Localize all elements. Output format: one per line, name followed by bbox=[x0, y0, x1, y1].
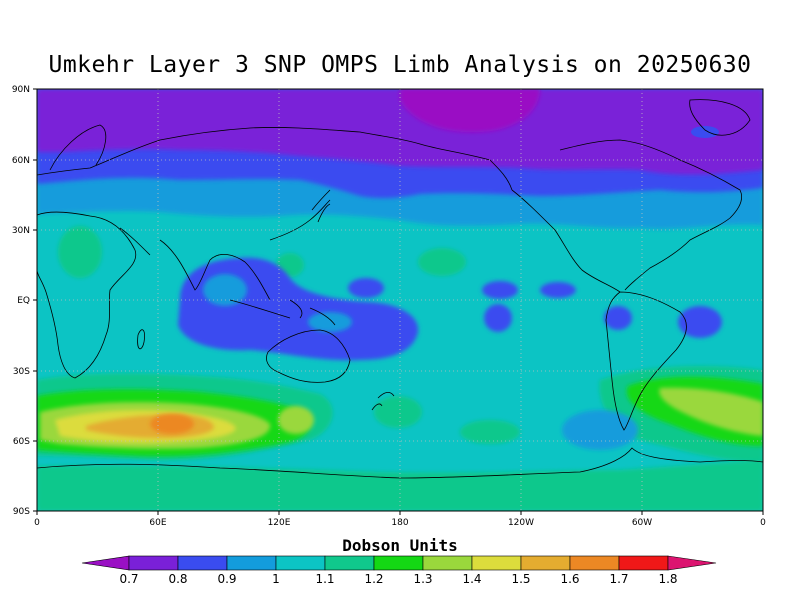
contour-tropical-0.9-atlantic bbox=[678, 306, 722, 338]
lat-label: 30S bbox=[13, 367, 30, 377]
coastlines bbox=[37, 99, 763, 479]
colorbar-swatch bbox=[324, 555, 375, 571]
lat-label: 30N bbox=[12, 226, 30, 236]
colorbar-tick-label: 1.7 bbox=[609, 572, 629, 586]
contour-arctic-low bbox=[400, 89, 540, 133]
graticule bbox=[37, 89, 763, 511]
colorbar-tick-label: 0.8 bbox=[168, 572, 188, 586]
contour-southern-1.6 bbox=[150, 414, 194, 434]
colorbar-tick-label: 1 bbox=[272, 572, 280, 586]
colorbar-arrow-high bbox=[667, 555, 717, 571]
colorbar-tick-label: 1.1 bbox=[315, 572, 335, 586]
lon-label: 60E bbox=[149, 518, 166, 528]
lon-label: 60W bbox=[632, 518, 652, 528]
colorbar-arrow-low bbox=[81, 555, 130, 571]
lat-label: 60N bbox=[12, 156, 30, 166]
contour-southern-1.1-pac bbox=[460, 420, 520, 444]
longitude-labels: 0 60E 120E 180 120W 60W 0 bbox=[34, 518, 766, 528]
contour-tropical-1.1-africa bbox=[58, 226, 102, 278]
colorbar-swatch bbox=[422, 555, 473, 571]
colorbar-swatch bbox=[520, 555, 571, 571]
colorbar-tick-label: 1.5 bbox=[511, 572, 531, 586]
colorbar-tick-label: 1.4 bbox=[462, 572, 482, 586]
contour-tropical-0.9-pacific3 bbox=[540, 282, 576, 298]
lon-label: 0 bbox=[760, 518, 766, 528]
colorbar-swatch bbox=[373, 555, 424, 571]
colorbar-swatch bbox=[177, 555, 228, 571]
colorbar-swatch bbox=[618, 555, 669, 571]
colorbar-tick-label: 1.8 bbox=[658, 572, 678, 586]
colorbar-swatch bbox=[128, 555, 179, 571]
lat-label: 60S bbox=[13, 437, 30, 447]
colorbar-tick-label: 0.9 bbox=[217, 572, 237, 586]
lat-label: 90S bbox=[13, 507, 30, 517]
contour-southern-1.3-b bbox=[278, 406, 314, 434]
colorbar-tick-label: 0.7 bbox=[119, 572, 139, 586]
contour-tropical-0.9-pacific1 bbox=[348, 278, 384, 298]
colorbar-swatch bbox=[471, 555, 522, 571]
colorbar-title: Dobson Units bbox=[342, 536, 458, 555]
contour-southern-1.0-pac bbox=[562, 410, 638, 450]
map-title: Umkehr Layer 3 SNP OMPS Limb Analysis on… bbox=[48, 52, 752, 78]
colorbar-swatch bbox=[226, 555, 277, 571]
lat-label: EQ bbox=[17, 296, 30, 306]
colorbar-swatch bbox=[275, 555, 326, 571]
contour-tropical-0.9-america bbox=[604, 306, 632, 330]
contour-southern-1.1-nz bbox=[374, 396, 422, 428]
tick-marks bbox=[33, 88, 764, 515]
lon-label: 120E bbox=[268, 518, 291, 528]
contour-tropical-0.9-pacific4 bbox=[484, 304, 512, 332]
contour-patch bbox=[691, 126, 719, 138]
colorbar-tick-label: 1.6 bbox=[560, 572, 580, 586]
contour-tropical-0.9-pacific2 bbox=[482, 281, 518, 299]
contour-southern-1.3-atlantic bbox=[659, 387, 763, 436]
colorbar-tick-label: 1.3 bbox=[413, 572, 433, 586]
lon-label: 0 bbox=[34, 518, 40, 528]
lat-label: 90N bbox=[12, 85, 30, 95]
contour-tropical-1.1-pacific bbox=[418, 248, 466, 276]
colorbar bbox=[81, 555, 717, 571]
contour-arctic-0.7 bbox=[37, 89, 763, 175]
latitude-labels: 90N 60N 30N EQ 30S 60S 90S bbox=[12, 85, 30, 517]
colorbar-tick-label: 1.2 bbox=[364, 572, 384, 586]
colorbar-swatch bbox=[569, 555, 620, 571]
lon-label: 180 bbox=[391, 518, 408, 528]
lon-label: 120W bbox=[508, 518, 534, 528]
